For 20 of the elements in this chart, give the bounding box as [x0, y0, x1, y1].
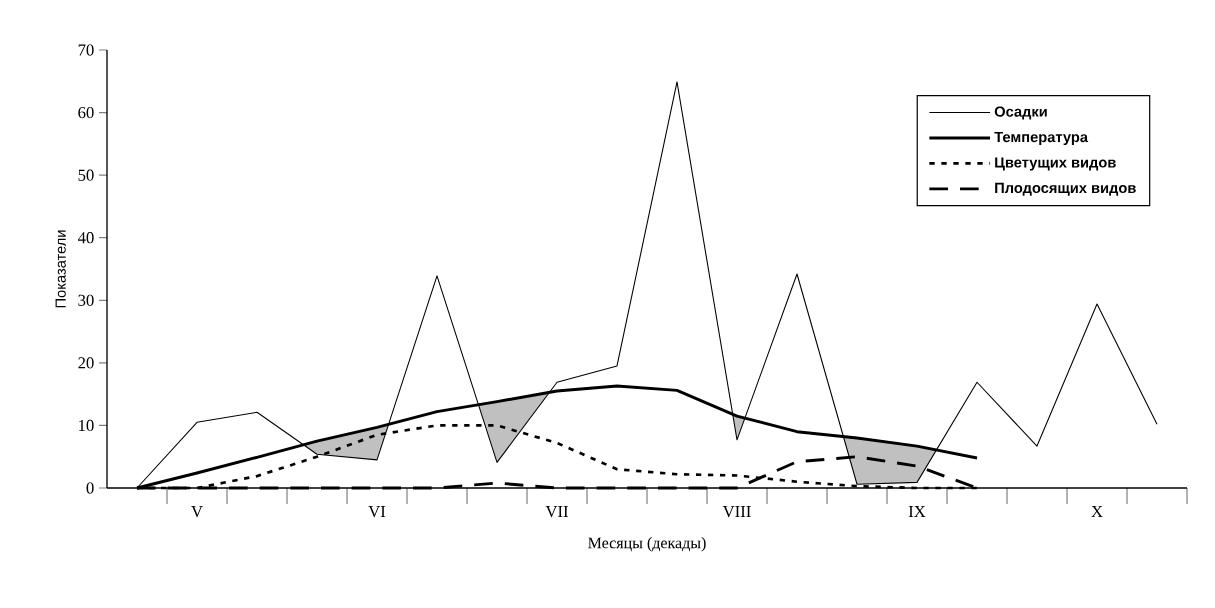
y-tick-label: 40 — [77, 232, 94, 244]
y-tick-label: 50 — [78, 169, 94, 181]
y-tick-label: 60 — [78, 106, 94, 119]
y-axis-title: Показатели — [55, 230, 66, 308]
y-tick-label: 70 — [78, 44, 94, 56]
x-tick-label: VI — [368, 506, 386, 518]
legend-label: Плодосящих видов — [995, 182, 1136, 196]
y-tick-label: 10 — [79, 419, 94, 432]
x-tick-label: V — [191, 506, 203, 518]
x-tick-label: IX — [908, 506, 926, 517]
x-tick-label: VII — [545, 506, 568, 518]
x-tick-label: X — [1091, 506, 1103, 517]
x-tick-label: VIII — [722, 506, 751, 518]
y-tick-label: 30 — [78, 294, 94, 306]
legend-label: Осадки — [994, 106, 1047, 120]
y-tick-label: 20 — [78, 357, 94, 369]
legend-label: Цветущих видов — [995, 157, 1116, 171]
legend-label: Температура — [994, 131, 1089, 146]
x-axis-title: Месяцы (декады) — [588, 537, 706, 552]
y-tick-label: 0 — [86, 482, 94, 494]
